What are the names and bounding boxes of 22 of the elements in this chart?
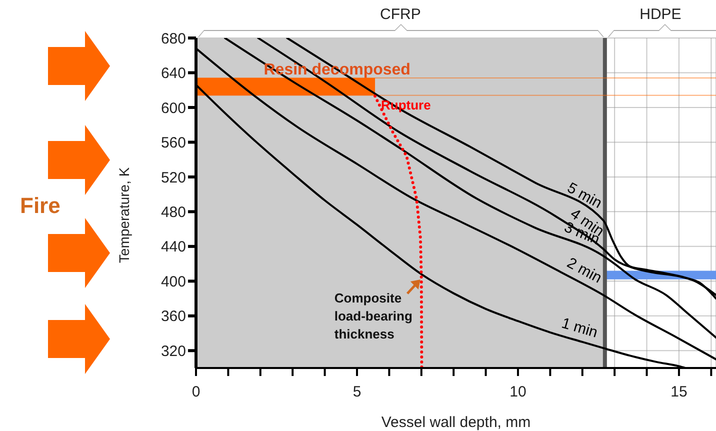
text: Fire	[20, 193, 60, 218]
text: 2 min	[564, 254, 604, 287]
y-tick-label: 400	[160, 273, 186, 290]
x-tick-label: 10	[510, 384, 526, 401]
y-tick-label: 560	[160, 134, 186, 152]
text: 1 min	[560, 314, 600, 342]
x-axis-title: Vessel wall depth, mm	[381, 414, 531, 431]
y-axis-title: Temperature, K	[116, 166, 132, 263]
x-tick-label: 5	[352, 384, 362, 401]
y-tick-label: 680	[160, 30, 186, 48]
y-tick-label: 360	[160, 308, 186, 326]
y-tick-label: 320	[160, 342, 186, 360]
y-tick-label: 520	[160, 169, 186, 186]
text: HDPE	[640, 6, 682, 23]
y-tick-label: 440	[160, 238, 186, 256]
y-tick-label: 640	[160, 65, 186, 82]
y-tick-label: 480	[160, 204, 186, 222]
y-tick-label: 600	[160, 100, 186, 117]
annotation: Composite load-bearing thickness	[334, 290, 412, 342]
x-tick-label: 0	[192, 384, 200, 401]
text: CFRP	[380, 6, 421, 23]
x-tick-label: 15	[670, 384, 688, 401]
